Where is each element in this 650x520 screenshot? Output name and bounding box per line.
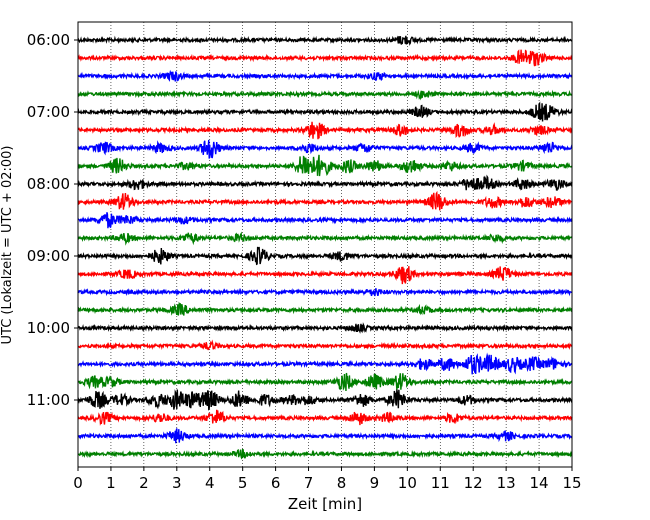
x-tick-label: 2: [139, 474, 149, 492]
trace-0915: [77, 266, 573, 285]
trace-0830: [77, 212, 573, 229]
x-tick-label: 13: [497, 474, 516, 492]
trace-0615: [77, 49, 573, 67]
x-axis: 0 1 2 3 4 5 6 7 8 9 10 11 12 13 14 15: [73, 467, 582, 492]
x-tick-label: 12: [464, 474, 483, 492]
x-tick-label: 4: [205, 474, 215, 492]
y-tick-label: 08:00: [27, 175, 70, 193]
trace-0700: [77, 101, 573, 122]
y-tick-label: 11:00: [27, 391, 70, 409]
x-tick-label: 3: [172, 474, 182, 492]
x-tick-label: 14: [530, 474, 549, 492]
y-tick-label: 10:00: [27, 319, 70, 337]
trace-0900: [77, 246, 573, 266]
trace-0645: [77, 89, 573, 101]
y-tick-label: 07:00: [27, 103, 70, 121]
x-tick-label: 6: [271, 474, 281, 492]
trace-0815: [77, 190, 573, 211]
vertical-grid: [110, 22, 540, 467]
trace-0600: [77, 35, 573, 46]
y-tick-label: 06:00: [27, 31, 70, 49]
trace-1115: [77, 409, 573, 426]
trace-0845: [77, 231, 573, 246]
y-axis-label: UTC (Lokalzeit = UTC + 02:00): [0, 146, 15, 345]
trace-0930: [77, 287, 573, 297]
trace-0745: [77, 154, 573, 177]
trace-1030: [77, 352, 573, 375]
x-tick-label: 11: [431, 474, 450, 492]
trace-1015: [77, 339, 573, 351]
trace-1045: [77, 372, 573, 391]
x-tick-label: 8: [337, 474, 347, 492]
seismic-traces: [77, 35, 573, 460]
trace-1100: [77, 389, 573, 411]
trace-0715: [77, 121, 573, 140]
trace-1130: [77, 428, 573, 444]
trace-0630: [77, 69, 573, 82]
x-tick-label: 0: [73, 474, 83, 492]
trace-1000: [77, 322, 573, 334]
x-tick-label: 7: [304, 474, 314, 492]
x-axis-label: Zeit [min]: [288, 495, 362, 513]
x-tick-label: 5: [238, 474, 248, 492]
trace-0800: [77, 174, 573, 191]
trace-0730: [77, 139, 573, 159]
plot-frame: [77, 21, 573, 468]
y-tick-label: 09:00: [27, 247, 70, 265]
trace-1145: [77, 448, 573, 460]
x-tick-label: 15: [562, 474, 581, 492]
y-axis: 06:00 07:00 08:00 09:00 10:00 11:00: [27, 31, 78, 409]
trace-0945: [77, 301, 573, 316]
x-tick-label: 9: [370, 474, 380, 492]
x-tick-label: 1: [106, 474, 116, 492]
x-tick-label: 10: [398, 474, 417, 492]
